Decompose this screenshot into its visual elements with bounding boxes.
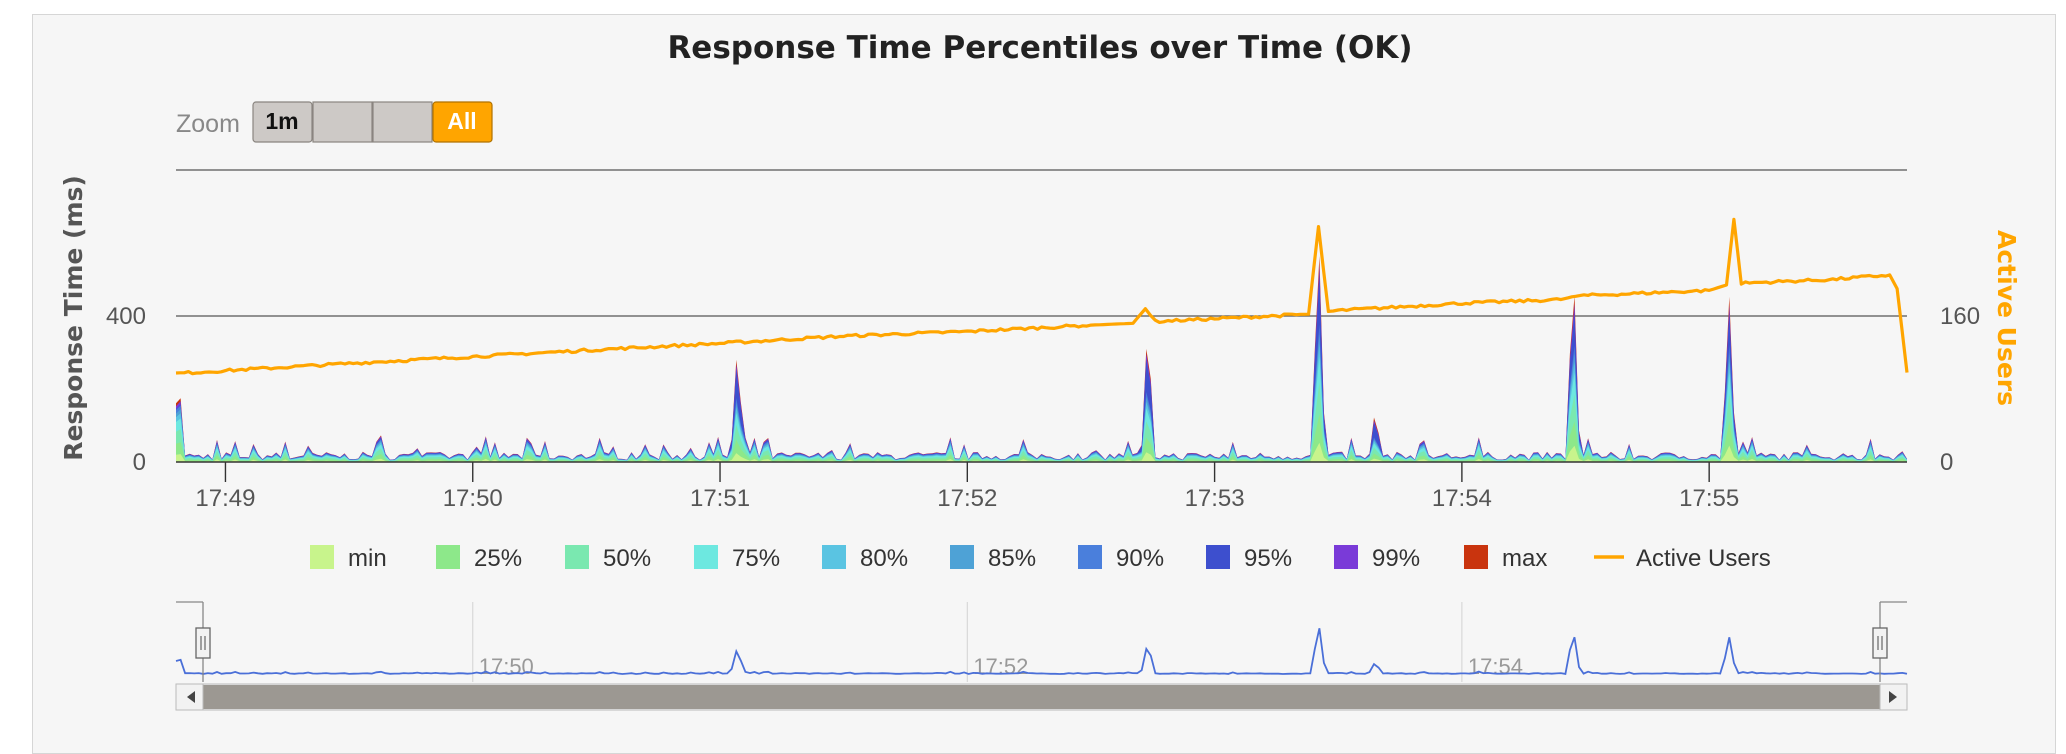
legend-item-95[interactable]: 95% [1206,545,1292,572]
legend-label: min [348,545,387,572]
y2-tick-label: 0 [1940,449,1953,476]
zoom-button-blank-2[interactable] [372,101,433,143]
legend-label: 90% [1116,545,1164,572]
legend: min 25% 50% 75% 80% 85% 90% 95% 99% max Active Use… [310,545,1771,572]
y2-tick-label: 160 [1940,303,1980,330]
scroll-right-arrow-icon[interactable] [1879,683,1908,711]
series-line-active-users [175,217,1909,376]
legend-label: 99% [1372,545,1420,572]
series-area-80 [176,343,1907,462]
handle-body [195,627,211,659]
legend-item-min[interactable]: min [310,545,387,572]
legend-swatch-max [1464,545,1488,569]
zoom-control: Zoom 1m All [176,101,493,143]
navigator-tick-label: 17:52 [973,654,1028,679]
navigator-tick-label: 17:50 [479,654,534,679]
navigator-scrollbar[interactable] [175,683,1908,711]
x-tick-label: 17:52 [937,485,997,512]
x-tick-label: 17:50 [443,485,503,512]
legend-item-75[interactable]: 75% [694,545,780,572]
zoom-button-all[interactable]: All [432,101,493,143]
grid-lines [176,169,1907,317]
legend-item-99[interactable]: 99% [1334,545,1420,572]
x-tick-label: 17:49 [195,485,255,512]
zoom-button-blank-1[interactable] [312,101,373,143]
legend-item-max[interactable]: max [1464,545,1547,572]
scroll-right-glyph [1889,691,1897,703]
legend-label: 80% [860,545,908,572]
navigator-handle-right[interactable] [1872,627,1888,659]
legend-label: 95% [1244,545,1292,572]
scrollbar-thumb [203,685,1880,709]
legend-swatch-50 [565,545,589,569]
legend-swatch-25 [436,545,460,569]
navigator-tick-label: 17:54 [1468,654,1523,679]
legend-label: 85% [988,545,1036,572]
legend-label: 75% [732,545,780,572]
navigator-series-line [175,628,1908,675]
scroll-left-glyph [187,691,195,703]
legend-item-25[interactable]: 25% [436,545,522,572]
navigator-handle-left[interactable] [195,627,211,659]
legend-label: Active Users [1636,545,1771,572]
series-area-85 [176,334,1907,462]
navigator-area [176,602,1907,682]
x-tick-label: 17:51 [690,485,750,512]
legend-swatch-90 [1078,545,1102,569]
zoom-button-all-label: All [447,108,476,134]
legend-swatch-99 [1334,545,1358,569]
zoom-button-1m[interactable]: 1m [252,101,313,143]
series-area-min [176,442,1907,462]
chart-title: Response Time Percentiles over Time (OK) [667,30,1412,66]
legend-item-90[interactable]: 90% [1078,545,1164,572]
y-tick-label: 400 [106,303,146,330]
series-area-95 [176,275,1907,462]
legend-item-80[interactable]: 80% [822,545,908,572]
legend-swatch-min [310,545,334,569]
legend-item-active-users[interactable]: Active Users [1594,545,1771,572]
legend-swatch-75 [694,545,718,569]
series-area-75 [176,356,1907,462]
series-area-90 [176,324,1907,462]
handle-body [1872,627,1888,659]
legend-swatch-80 [822,545,846,569]
y2-axis-title: Active Users [1992,230,2021,406]
navigator: 17:50 17:52 17:54 [175,601,1908,711]
y-tick-label: 0 [133,449,146,476]
legend-swatch-85 [950,545,974,569]
legend-label: 50% [603,545,651,572]
scroll-left-arrow-icon[interactable] [175,683,204,711]
legend-item-50[interactable]: 50% [565,545,651,572]
y-axis-title: Response Time (ms) [59,175,88,461]
x-tick-label: 17:54 [1432,485,1492,512]
legend-label: 25% [474,545,522,572]
legend-item-85[interactable]: 85% [950,545,1036,572]
series-area-50 [176,382,1907,462]
plot-area [175,217,1909,462]
zoom-button-1m-label: 1m [265,108,298,134]
legend-label: max [1502,545,1547,572]
zoom-label: Zoom [176,110,240,138]
legend-swatch-95 [1206,545,1230,569]
x-tick-label: 17:55 [1679,485,1739,512]
x-tick-label: 17:53 [1185,485,1245,512]
axes: 17:49 17:50 17:51 17:52 17:53 17:54 17:55 0 400 0… [106,303,1980,512]
